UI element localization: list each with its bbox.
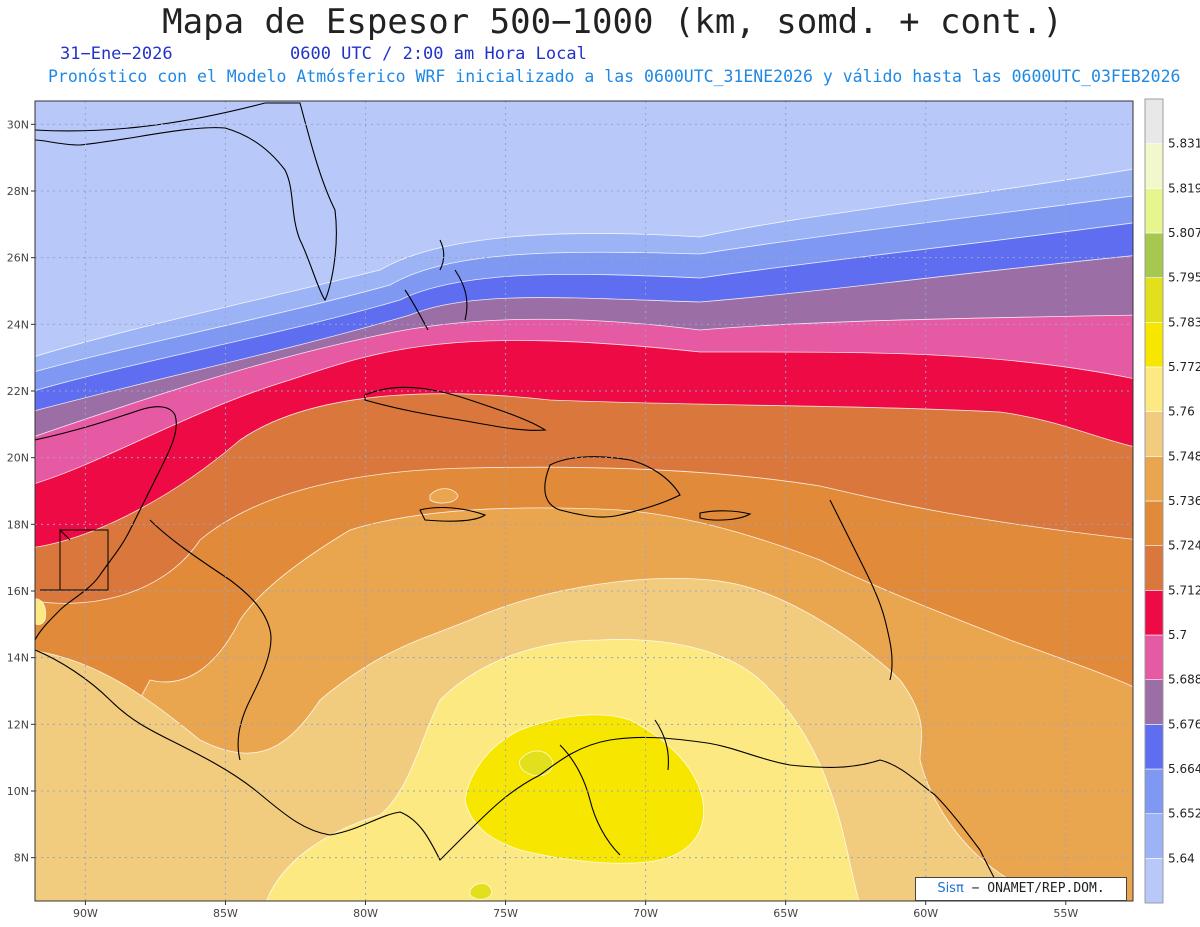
colorbar-frame [1144,98,1164,904]
coastline-7 [699,510,752,521]
coastline-9 [559,719,669,856]
colorbar-swatch [1144,143,1164,189]
lat-label: 12N [7,718,29,731]
coastline-2 [35,649,1009,901]
colorbar-label: 5.819 [1168,181,1200,195]
axis-labels: 30N 28N 26N 24N 22N 20N 18N 16N 14N 12N 10N 8N 90W 85… [7,118,1079,920]
colorbar-label: 5.795 [1168,271,1200,285]
lon-label: 85W [213,907,238,920]
colorbar-swatch [1144,411,1164,457]
colorbar-label: 5.64 [1168,851,1195,865]
colorbar-swatch [1144,858,1164,904]
lat-label: 24N [7,318,29,331]
lon-label: 55W [1053,907,1078,920]
colorbar-label: 5.76 [1168,405,1195,419]
colorbar-label: 5.748 [1168,449,1200,463]
band-5.772-c [35,598,47,625]
lon-label: 60W [913,907,938,920]
colorbar-swatch [1144,188,1164,234]
lat-label: 16N [7,585,29,598]
coastlines [35,102,1009,901]
credit-text: − ONAMET/REP.DOM. [963,881,1105,896]
coastline-6 [419,506,487,522]
sispi-logo: Sisπ [937,881,964,896]
colorbar-label: 5.676 [1168,717,1200,731]
map-title: Mapa de Espesor 500−1000 (km, somd. + co… [162,2,1063,42]
band-5.783 [464,714,704,864]
coastline-8 [404,239,468,331]
country-border-belize [40,528,109,591]
coastline-5 [544,456,681,518]
colorbar-swatch [1144,500,1164,546]
colorbar-label: 5.724 [1168,539,1200,553]
colorbar-swatch [1144,98,1164,144]
colorbar-label: 5.831 [1168,137,1200,151]
lat-label: 8N [14,852,29,865]
colorbar-swatch [1144,456,1164,502]
colorbar-swatch [1144,634,1164,680]
thickness-field [35,101,1133,901]
coastline-10 [829,499,893,681]
coastline-1 [35,406,177,641]
colorbar-swatch [1144,768,1164,814]
gridlines [35,101,1133,901]
colorbar-swatch [1144,366,1164,412]
colorbar-label: 5.664 [1168,762,1200,776]
lon-label: 90W [73,907,98,920]
colorbar-label: 5.783 [1168,315,1200,329]
colorbar-label: 5.7 [1168,628,1187,642]
band-5.795 [519,750,554,777]
lon-label: 75W [493,907,518,920]
lon-label: 65W [773,907,798,920]
colorbar: 5.64 5.652 5.664 5.676 5.688 5.7 5.712 5.724 5.7… [1144,98,1200,904]
colorbar-label: 5.807 [1168,226,1200,240]
band-5.795-b [469,883,493,900]
lat-label: 18N [7,518,29,531]
lat-label: 30N [7,118,29,131]
colorbar-label: 5.688 [1168,673,1200,687]
colorbar-swatch [1144,724,1164,770]
colorbar-label: 5.712 [1168,583,1200,597]
colorbar-swatch [1144,813,1164,859]
colorbar-swatch [1144,679,1164,725]
time-label: 0600 UTC / 2:00 am Hora Local [290,44,587,64]
colorbar-swatch [1144,277,1164,323]
colorbar-swatch [1144,545,1164,591]
colorbar-swatch [1144,590,1164,636]
lat-label: 10N [7,785,29,798]
colorbar-label: 5.652 [1168,807,1200,821]
lat-label: 28N [7,185,29,198]
lon-label: 80W [353,907,378,920]
colorbar-label: 5.772 [1168,360,1200,374]
plot-frame [34,100,1134,902]
lat-label: 14N [7,652,29,665]
coastline-0 [35,102,337,302]
lat-label: 22N [7,385,29,398]
coastline-3 [149,519,272,761]
lon-label: 70W [633,907,658,920]
band-5.748-b [429,488,459,504]
lat-label: 26N [7,252,29,265]
credit-box: Sisπ − ONAMET/REP.DOM. [915,877,1127,901]
date-label: 31−Ene−2026 [60,44,173,64]
colorbar-swatch [1144,322,1164,368]
colorbar-swatch [1144,232,1164,278]
lat-label: 20N [7,452,29,465]
forecast-info: Pronóstico con el Modelo Atmósferico WRF… [48,67,1181,86]
colorbar-label: 5.736 [1168,494,1200,508]
